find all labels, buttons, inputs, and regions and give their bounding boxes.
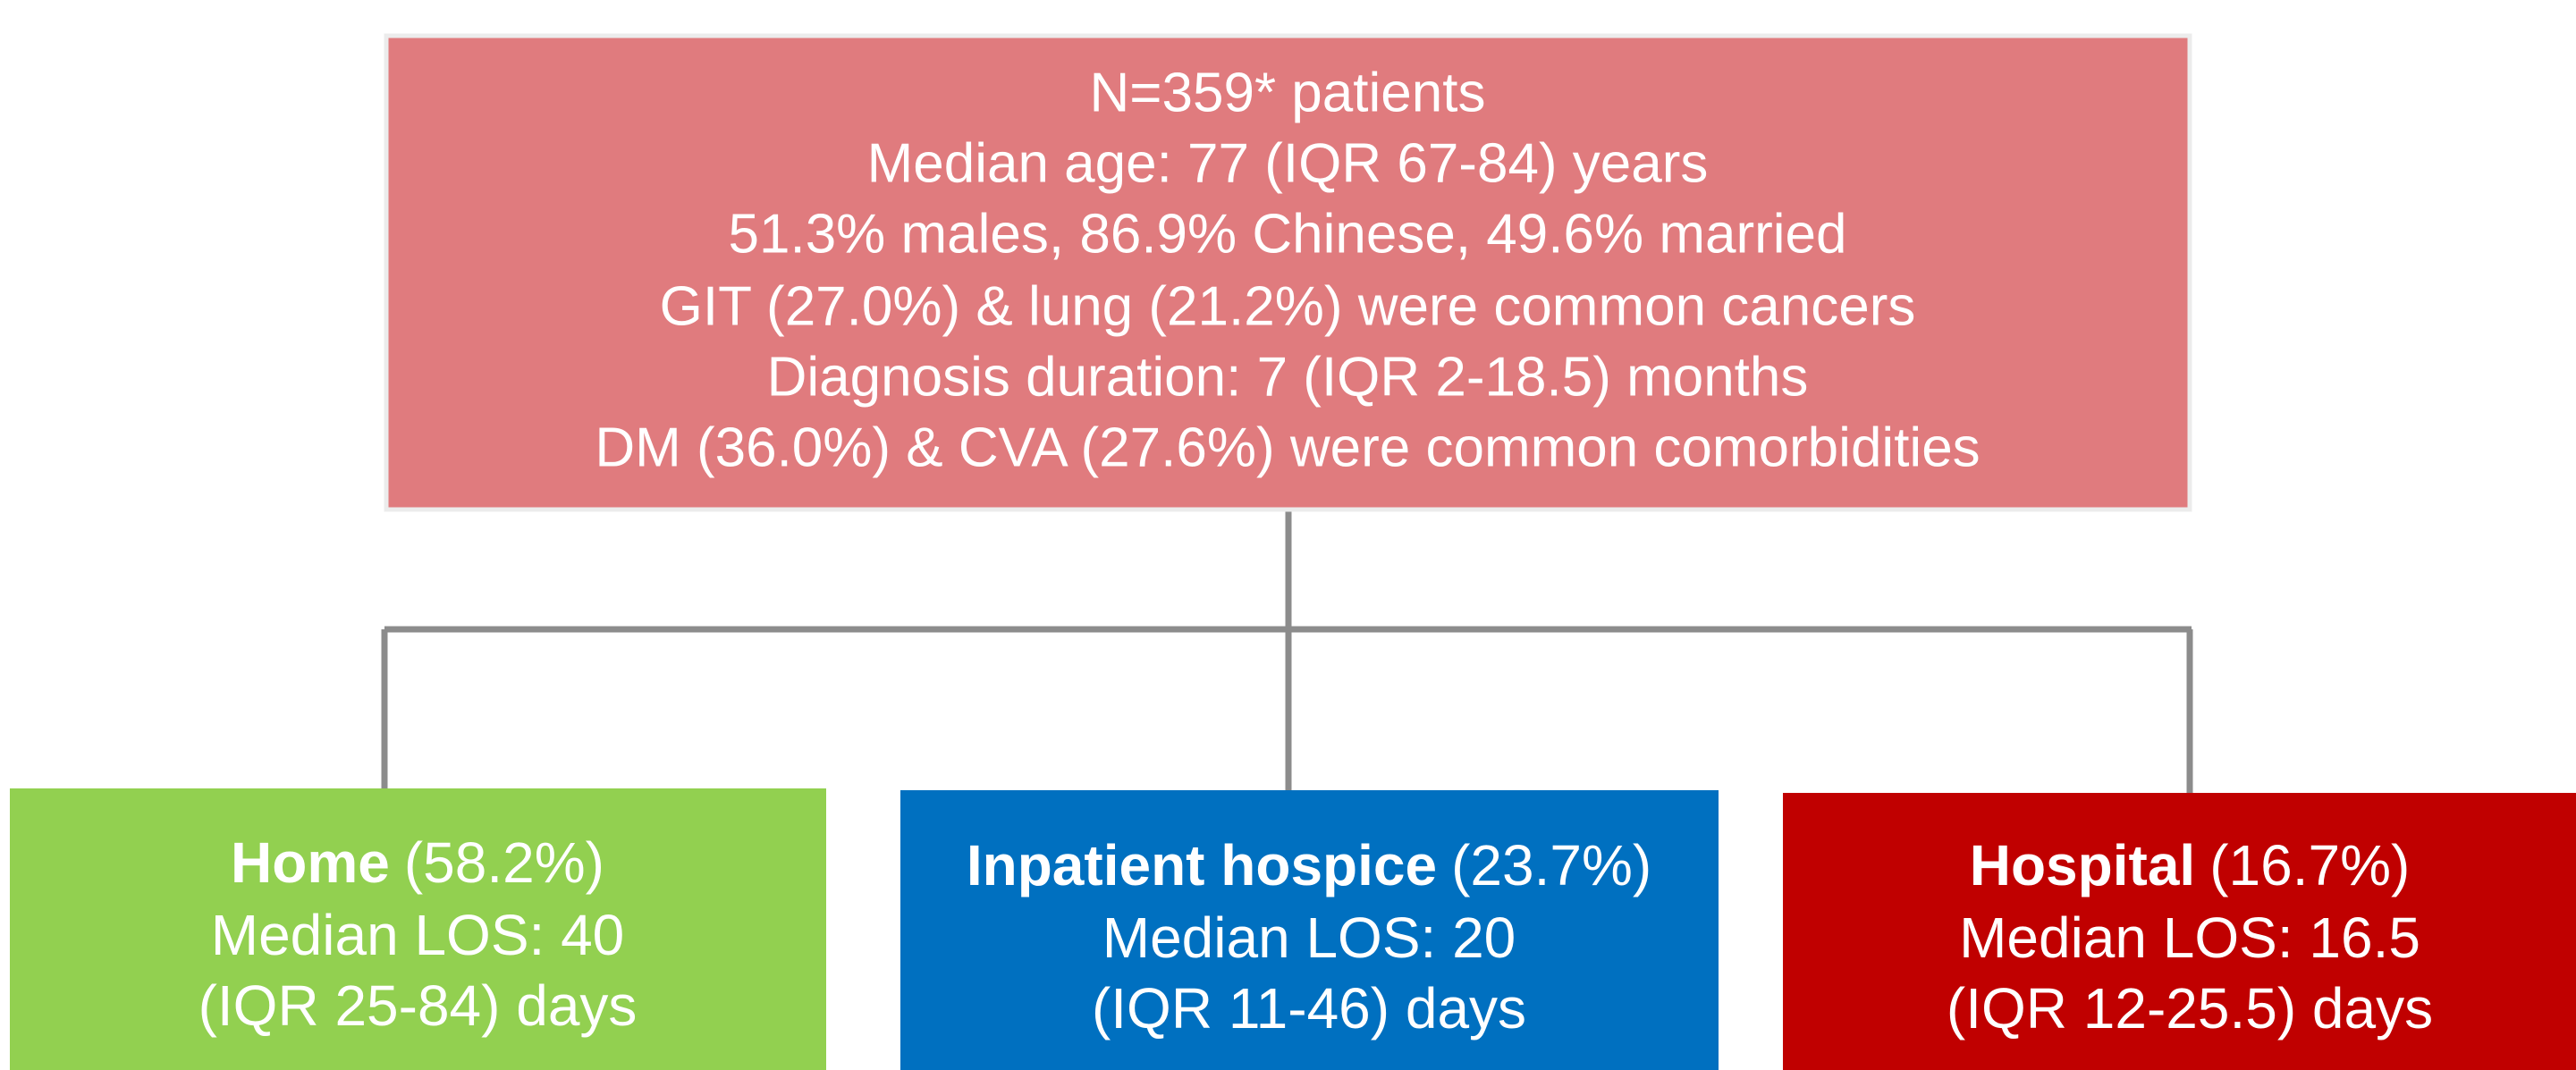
outcome-box: Hospital (16.7%) Median LOS: 16.5 (IQR 12… <box>1783 793 2576 1070</box>
outcome-name: Hospital <box>1970 833 2195 897</box>
outcome-name: Home <box>231 830 390 895</box>
outcome-name: Inpatient hospice <box>967 833 1437 897</box>
outcome-iqr: (IQR 12-25.5) days <box>1947 976 2433 1041</box>
outcome-los: Median LOS: 40 <box>211 903 625 967</box>
top-line: Median age: 77 (IQR 67-84) years <box>867 132 1709 194</box>
outcome-los: Median LOS: 20 <box>1102 906 1516 970</box>
outcome-share: (16.7%) <box>2209 833 2410 897</box>
outcome-share: (58.2%) <box>404 830 604 895</box>
outcome-box: Home (58.2%) Median LOS: 40 (IQR 25-84) d… <box>10 788 826 1070</box>
outcome-bg <box>10 788 826 1070</box>
outcome-bg <box>900 790 1719 1070</box>
outcome-share: (23.7%) <box>1451 833 1651 897</box>
outcome-title: Inpatient hospice (23.7%) <box>967 833 1651 897</box>
outcome-iqr: (IQR 11-46) days <box>1092 976 1526 1041</box>
top-box-bg <box>384 33 2192 512</box>
top-line: GIT (27.0%) & lung (21.2%) were common c… <box>660 275 1916 337</box>
outcome-box: Inpatient hospice (23.7%) Median LOS: 20 … <box>900 790 1719 1070</box>
top-line: N=359* patients <box>1090 62 1486 123</box>
outcome-title: Home (58.2%) <box>231 830 604 895</box>
outcome-iqr: (IQR 25-84) days <box>198 973 638 1038</box>
top-line: 51.3% males, 86.9% Chinese, 49.6% marrie… <box>729 203 1847 265</box>
outcome-title: Hospital (16.7%) <box>1970 833 2411 897</box>
outcome-los: Median LOS: 16.5 <box>1959 906 2420 970</box>
top-line: DM (36.0%) & CVA (27.6%) were common com… <box>595 417 1980 478</box>
top-line: Diagnosis duration: 7 (IQR 2-18.5) month… <box>767 346 1809 408</box>
outcome-bg <box>1783 793 2576 1070</box>
top-box: N=359* patients Median age: 77 (IQR 67-8… <box>384 33 2192 512</box>
